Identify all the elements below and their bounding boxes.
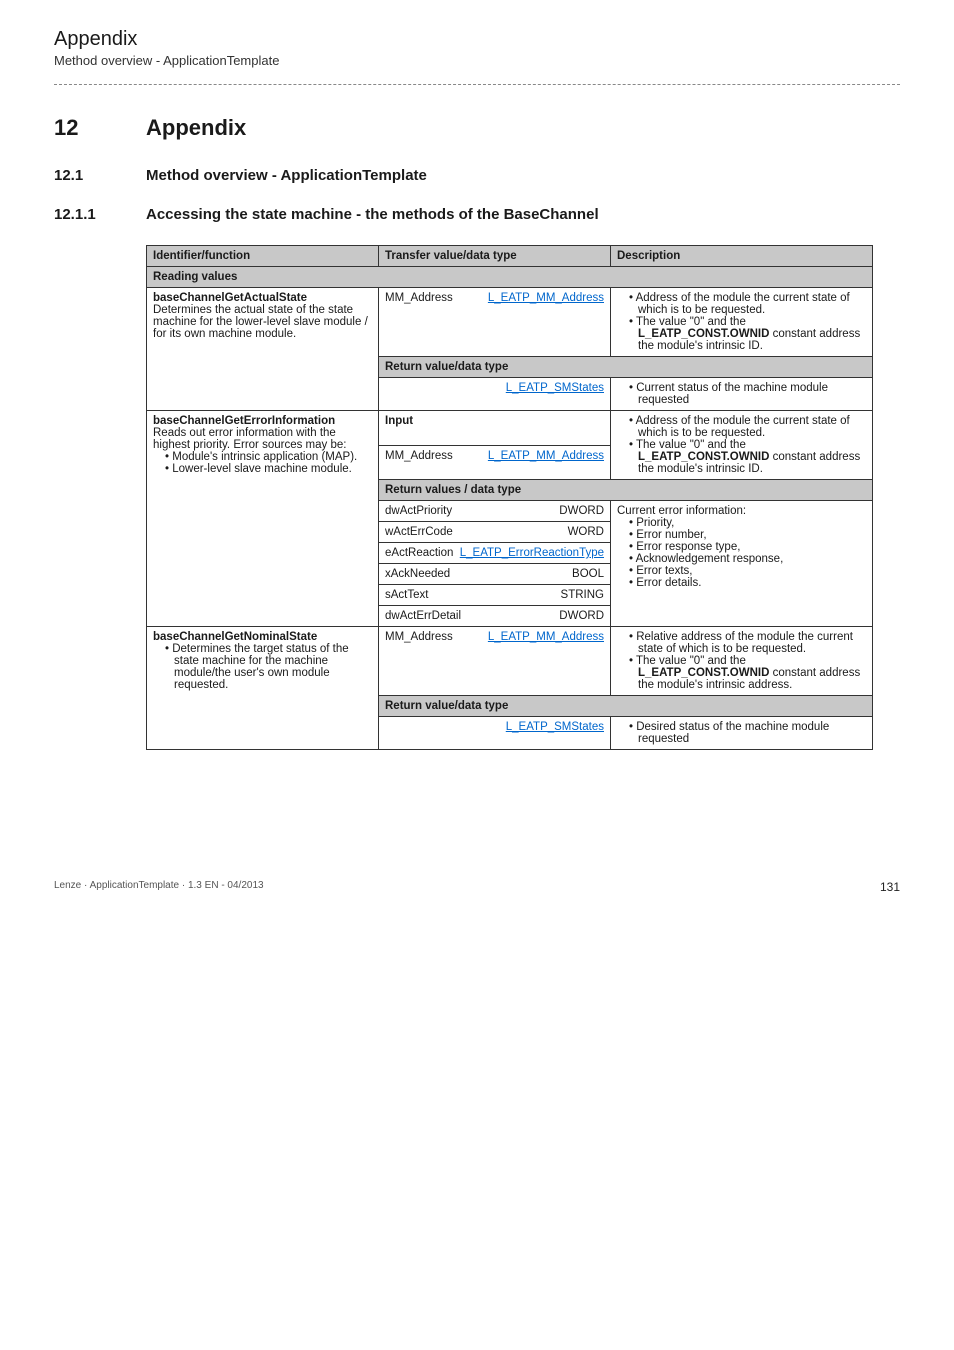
cell-transfer: dwActErrDetail DWORD [379, 606, 611, 627]
cell-transfer: sActText STRING [379, 585, 611, 606]
reading-values-cell: Reading values [147, 267, 873, 288]
cell-description: Address of the module the current state … [611, 288, 873, 357]
table-row: baseChannelGetActualState Determines the… [147, 288, 873, 357]
desc-item: Module's intrinsic application (MAP). [165, 451, 372, 463]
cell-transfer: eActReaction L_EATP_ErrorReactionType [379, 543, 611, 564]
param-type: WORD [568, 526, 604, 538]
footer-left: Lenze · ApplicationTemplate · 1.3 EN - 0… [54, 880, 264, 894]
header-sub: Method overview - ApplicationTemplate [54, 53, 900, 68]
th-description: Description [611, 246, 873, 267]
type-link[interactable]: L_EATP_MM_Address [488, 450, 604, 462]
param-name: MM_Address [385, 292, 453, 304]
param-label: Input [385, 415, 413, 427]
param-name: MM_Address [385, 450, 453, 462]
methods-table: Identifier/function Transfer value/data … [146, 245, 873, 750]
subsection-2-number: 12.1.1 [54, 206, 146, 223]
desc-item: Determines the target status of the stat… [165, 643, 372, 691]
param-name: sActText [385, 589, 428, 601]
cell-transfer: L_EATP_SMStates [379, 378, 611, 411]
cell-description: Desired status of the machine module req… [611, 717, 873, 750]
page-footer: Lenze · ApplicationTemplate · 1.3 EN - 0… [54, 880, 900, 894]
type-link[interactable]: L_EATP_SMStates [506, 721, 604, 733]
desc-item: Acknowledgement response, [629, 553, 866, 565]
method-desc: Determines the actual state of the state… [153, 304, 368, 340]
return-header-cell: Return value/data type [379, 696, 873, 717]
desc-item: Relative address of the module the curre… [629, 631, 866, 655]
cell-description: Address of the module the current state … [611, 411, 873, 480]
cell-transfer: Input [379, 411, 611, 446]
return-header-cell: Return values / data type [379, 480, 873, 501]
cell-transfer: dwActPriority DWORD [379, 501, 611, 522]
desc-item: Desired status of the machine module req… [629, 721, 866, 745]
return-header-cell: Return value/data type [379, 357, 873, 378]
cell-identifier: baseChannelGetNominalState Determines th… [147, 627, 379, 750]
param-type: DWORD [559, 610, 604, 622]
desc-item: Address of the module the current state … [629, 415, 866, 439]
subsection-2-row: 12.1.1 Accessing the state machine - the… [54, 206, 900, 223]
method-name: baseChannelGetNominalState [153, 631, 317, 643]
desc-item: The value "0" and the L_EATP_CONST.OWNID… [629, 439, 866, 475]
param-type: BOOL [572, 568, 604, 580]
th-transfer: Transfer value/data type [379, 246, 611, 267]
method-name: baseChannelGetActualState [153, 292, 307, 304]
param-name: wActErrCode [385, 526, 453, 538]
table-row: baseChannelGetErrorInformation Reads out… [147, 411, 873, 446]
cell-transfer: MM_Address L_EATP_MM_Address [379, 627, 611, 696]
param-type: DWORD [559, 505, 604, 517]
cell-transfer: L_EATP_SMStates [379, 717, 611, 750]
desc-item: Address of the module the current state … [629, 292, 866, 316]
param-name: dwActErrDetail [385, 610, 461, 622]
subsection-1-number: 12.1 [54, 167, 146, 184]
desc-item: Priority, [629, 517, 866, 529]
type-link[interactable]: L_EATP_SMStates [506, 382, 604, 394]
section-title: Appendix [146, 115, 246, 141]
subsection-1-row: 12.1 Method overview - ApplicationTempla… [54, 167, 900, 184]
desc-item: Error response type, [629, 541, 866, 553]
param-name: xAckNeeded [385, 568, 450, 580]
page-number: 131 [880, 880, 900, 894]
table-row: baseChannelGetNominalState Determines th… [147, 627, 873, 696]
desc-item: The value "0" and the L_EATP_CONST.OWNID… [629, 655, 866, 691]
type-link[interactable]: L_EATP_MM_Address [488, 631, 604, 643]
subsection-2-title: Accessing the state machine - the method… [146, 206, 599, 223]
desc-item: The value "0" and the L_EATP_CONST.OWNID… [629, 316, 866, 352]
desc-item: Error details. [629, 577, 866, 589]
cell-description: Current status of the machine module req… [611, 378, 873, 411]
section-number: 12 [54, 115, 146, 141]
cell-transfer: wActErrCode WORD [379, 522, 611, 543]
subsection-1-title: Method overview - ApplicationTemplate [146, 167, 427, 184]
param-name: dwActPriority [385, 505, 452, 517]
section-row: 12 Appendix [54, 115, 900, 141]
desc-item: Error texts, [629, 565, 866, 577]
cell-transfer: MM_Address L_EATP_MM_Address [379, 288, 611, 357]
header-main: Appendix [54, 28, 900, 51]
page-header: Appendix Method overview - ApplicationTe… [54, 28, 900, 68]
cell-description: Current error information: Priority, Err… [611, 501, 873, 627]
method-desc: Reads out error information with the hig… [153, 427, 346, 451]
cell-identifier: baseChannelGetErrorInformation Reads out… [147, 411, 379, 627]
table-header-row: Identifier/function Transfer value/data … [147, 246, 873, 267]
cell-transfer: xAckNeeded BOOL [379, 564, 611, 585]
desc-header: Current error information: [617, 505, 746, 517]
cell-identifier: baseChannelGetActualState Determines the… [147, 288, 379, 411]
type-link[interactable]: L_EATP_ErrorReactionType [460, 547, 604, 559]
cell-transfer: MM_Address L_EATP_MM_Address [379, 445, 611, 480]
reading-values-row: Reading values [147, 267, 873, 288]
cell-description: Relative address of the module the curre… [611, 627, 873, 696]
th-identifier: Identifier/function [147, 246, 379, 267]
param-name: eActReaction [385, 547, 453, 559]
type-link[interactable]: L_EATP_MM_Address [488, 292, 604, 304]
param-name: MM_Address [385, 631, 453, 643]
header-divider [54, 84, 900, 85]
desc-item: Error number, [629, 529, 866, 541]
desc-item: Current status of the machine module req… [629, 382, 866, 406]
method-name: baseChannelGetErrorInformation [153, 415, 335, 427]
param-type: STRING [561, 589, 604, 601]
desc-item: Lower-level slave machine module. [165, 463, 372, 475]
